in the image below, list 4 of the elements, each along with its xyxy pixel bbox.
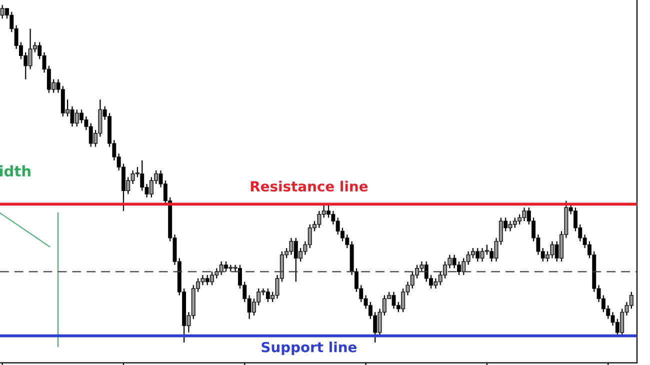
candlestick — [629, 291, 634, 310]
annotation: idth — [0, 165, 30, 177]
ref-line-label: Support line — [262, 342, 357, 356]
ref-line-label: Resistance line — [250, 180, 368, 192]
